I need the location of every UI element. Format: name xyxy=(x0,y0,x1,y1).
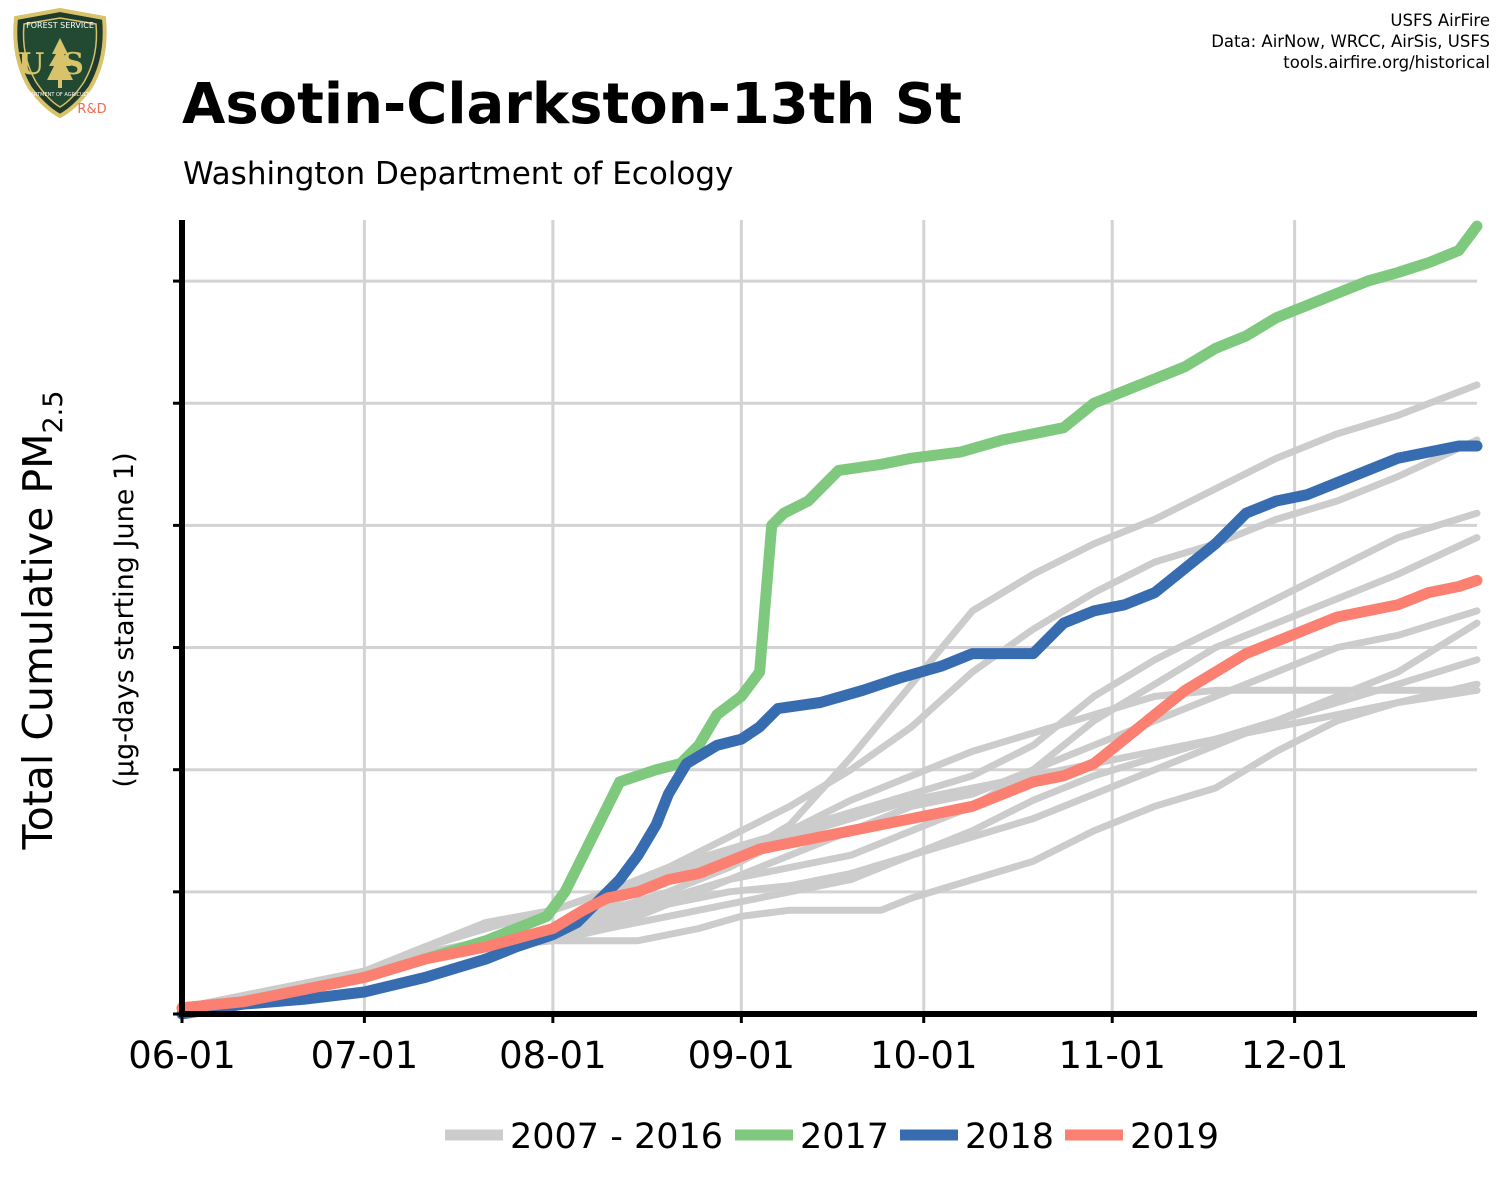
chart-title: Asotin-Clarkston-13th St xyxy=(182,72,963,137)
chart-subtitle: Washington Department of Ecology xyxy=(183,156,734,192)
x-tick-label: 09-01 xyxy=(688,1034,796,1077)
legend-label: 2018 xyxy=(965,1117,1054,1157)
credit-line-3: tools.airfire.org/historical xyxy=(1283,53,1490,72)
x-tick-label: 08-01 xyxy=(499,1034,607,1077)
history-series-line xyxy=(178,436,1481,1012)
history-series-line xyxy=(178,381,1481,1012)
pine-tree-icon xyxy=(47,38,73,88)
axes: 06-01 07-01 08-01 09-01 10-01 11-01 12-01 xyxy=(128,220,1477,1077)
legend: 2007 - 2016 2017 2018 2019 xyxy=(445,1117,1219,1157)
series-layer xyxy=(176,220,1483,1020)
x-tick-label: 07-01 xyxy=(311,1034,419,1077)
history-series-line xyxy=(178,509,1481,1012)
logo-top-text: FOREST SERVICE xyxy=(26,21,94,30)
usfs-shield-logo: FOREST SERVICE US DEPARTMENT OF AGRICULT… xyxy=(13,8,107,118)
logo-bottom-text: DEPARTMENT OF AGRICULTURE xyxy=(21,92,99,98)
y-axis-labels: Total Cumulative PM2.5 (µg-days starting… xyxy=(14,391,140,851)
data-credits: USFS AirFire Data: AirNow, WRCC, AirSis,… xyxy=(1211,10,1490,73)
y-axis-label-main: Total Cumulative PM xyxy=(14,434,62,851)
credit-line-2: Data: AirNow, WRCC, AirSis, USFS xyxy=(1211,32,1490,51)
history-series-line xyxy=(178,680,1481,1012)
y-axis-label-subscript: 2.5 xyxy=(38,391,69,434)
x-tick-label: 11-01 xyxy=(1058,1034,1166,1077)
series-line-2017 xyxy=(176,220,1483,1014)
legend-label: 2019 xyxy=(1130,1117,1219,1157)
legend-label: 2017 xyxy=(800,1117,889,1157)
history-series-line xyxy=(178,534,1481,1012)
history-series-line xyxy=(178,686,1481,1012)
x-tick-label: 10-01 xyxy=(870,1034,978,1077)
y-axis-units-label: (µg-days starting June 1) xyxy=(109,452,140,787)
legend-label: 2007 - 2016 xyxy=(510,1117,723,1157)
y-axis-label: Total Cumulative PM2.5 xyxy=(14,391,69,851)
credit-line-1: USFS AirFire xyxy=(1390,11,1490,30)
x-tick-label: 06-01 xyxy=(128,1034,236,1077)
logo-rnd-text: R&D xyxy=(77,102,106,117)
x-tick-label: 12-01 xyxy=(1241,1034,1349,1077)
series-line-2019 xyxy=(176,574,1483,1014)
series-line-2018 xyxy=(176,440,1483,1020)
history-series-line xyxy=(178,686,1481,1012)
